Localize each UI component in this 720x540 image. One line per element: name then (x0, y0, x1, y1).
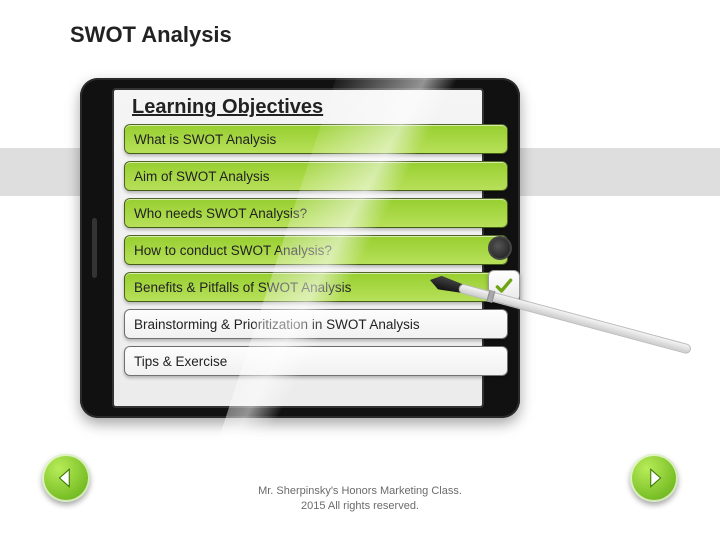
footer: Mr. Sherpinsky's Honors Marketing Class.… (0, 484, 720, 514)
phone-frame: Learning Objectives What is SWOT Analysi… (80, 78, 520, 418)
objective-item-label: Benefits & Pitfalls of SWOT Analysis (124, 280, 351, 295)
objective-item[interactable]: Tips & Exercise (124, 346, 508, 376)
objectives-list: What is SWOT Analysis Aim of SWOT Analysi… (124, 124, 508, 376)
objective-item-label: Tips & Exercise (124, 354, 227, 369)
objective-item-label: Who needs SWOT Analysis? (124, 206, 307, 221)
footer-line-1: Mr. Sherpinsky's Honors Marketing Class. (0, 484, 720, 499)
objective-item-label: How to conduct SWOT Analysis? (124, 243, 332, 258)
objective-item[interactable]: What is SWOT Analysis (124, 124, 508, 154)
objective-item[interactable]: How to conduct SWOT Analysis? (124, 235, 508, 265)
objective-item-label: Aim of SWOT Analysis (124, 169, 270, 184)
phone-screen: Learning Objectives What is SWOT Analysi… (112, 88, 484, 408)
objective-item[interactable]: Who needs SWOT Analysis? (124, 198, 508, 228)
objective-item-label: What is SWOT Analysis (124, 132, 276, 147)
section-heading: Learning Objectives (132, 96, 323, 119)
objective-item[interactable]: Aim of SWOT Analysis (124, 161, 508, 191)
footer-line-2: 2015 All rights reserved. (0, 499, 720, 514)
objective-item-label: Brainstorming & Prioritization in SWOT A… (124, 317, 420, 332)
page-title: SWOT Analysis (70, 22, 232, 48)
objective-item[interactable]: Brainstorming & Prioritization in SWOT A… (124, 309, 508, 339)
